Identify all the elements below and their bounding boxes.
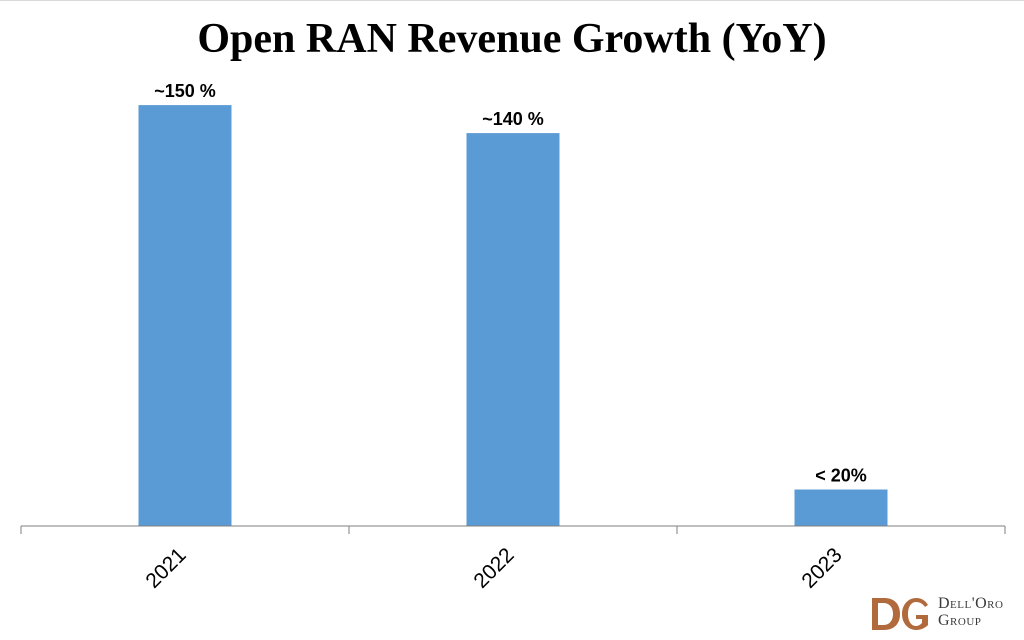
x-tick-label-2023: 2023 bbox=[797, 543, 846, 592]
bar-2023 bbox=[794, 489, 888, 526]
brand-line-2: Group bbox=[938, 612, 982, 629]
x-tick-label-2021: 2021 bbox=[141, 543, 190, 592]
brand-line-1: Dell'Oro bbox=[938, 595, 1004, 612]
dg-logo-icon bbox=[872, 598, 928, 630]
data-label-2021: ~150 % bbox=[154, 81, 216, 101]
bar-2021 bbox=[138, 105, 232, 526]
data-label-2023: < 20% bbox=[815, 466, 867, 486]
bar-2022 bbox=[466, 133, 560, 526]
data-label-2022: ~140 % bbox=[482, 109, 544, 129]
chart-title: Open RAN Revenue Growth (YoY) bbox=[197, 16, 827, 62]
x-tick-label-2022: 2022 bbox=[469, 543, 518, 592]
brand-text: Dell'Oro Group bbox=[938, 595, 1003, 629]
dell-oro-logo: Dell'Oro Group bbox=[870, 591, 1020, 635]
